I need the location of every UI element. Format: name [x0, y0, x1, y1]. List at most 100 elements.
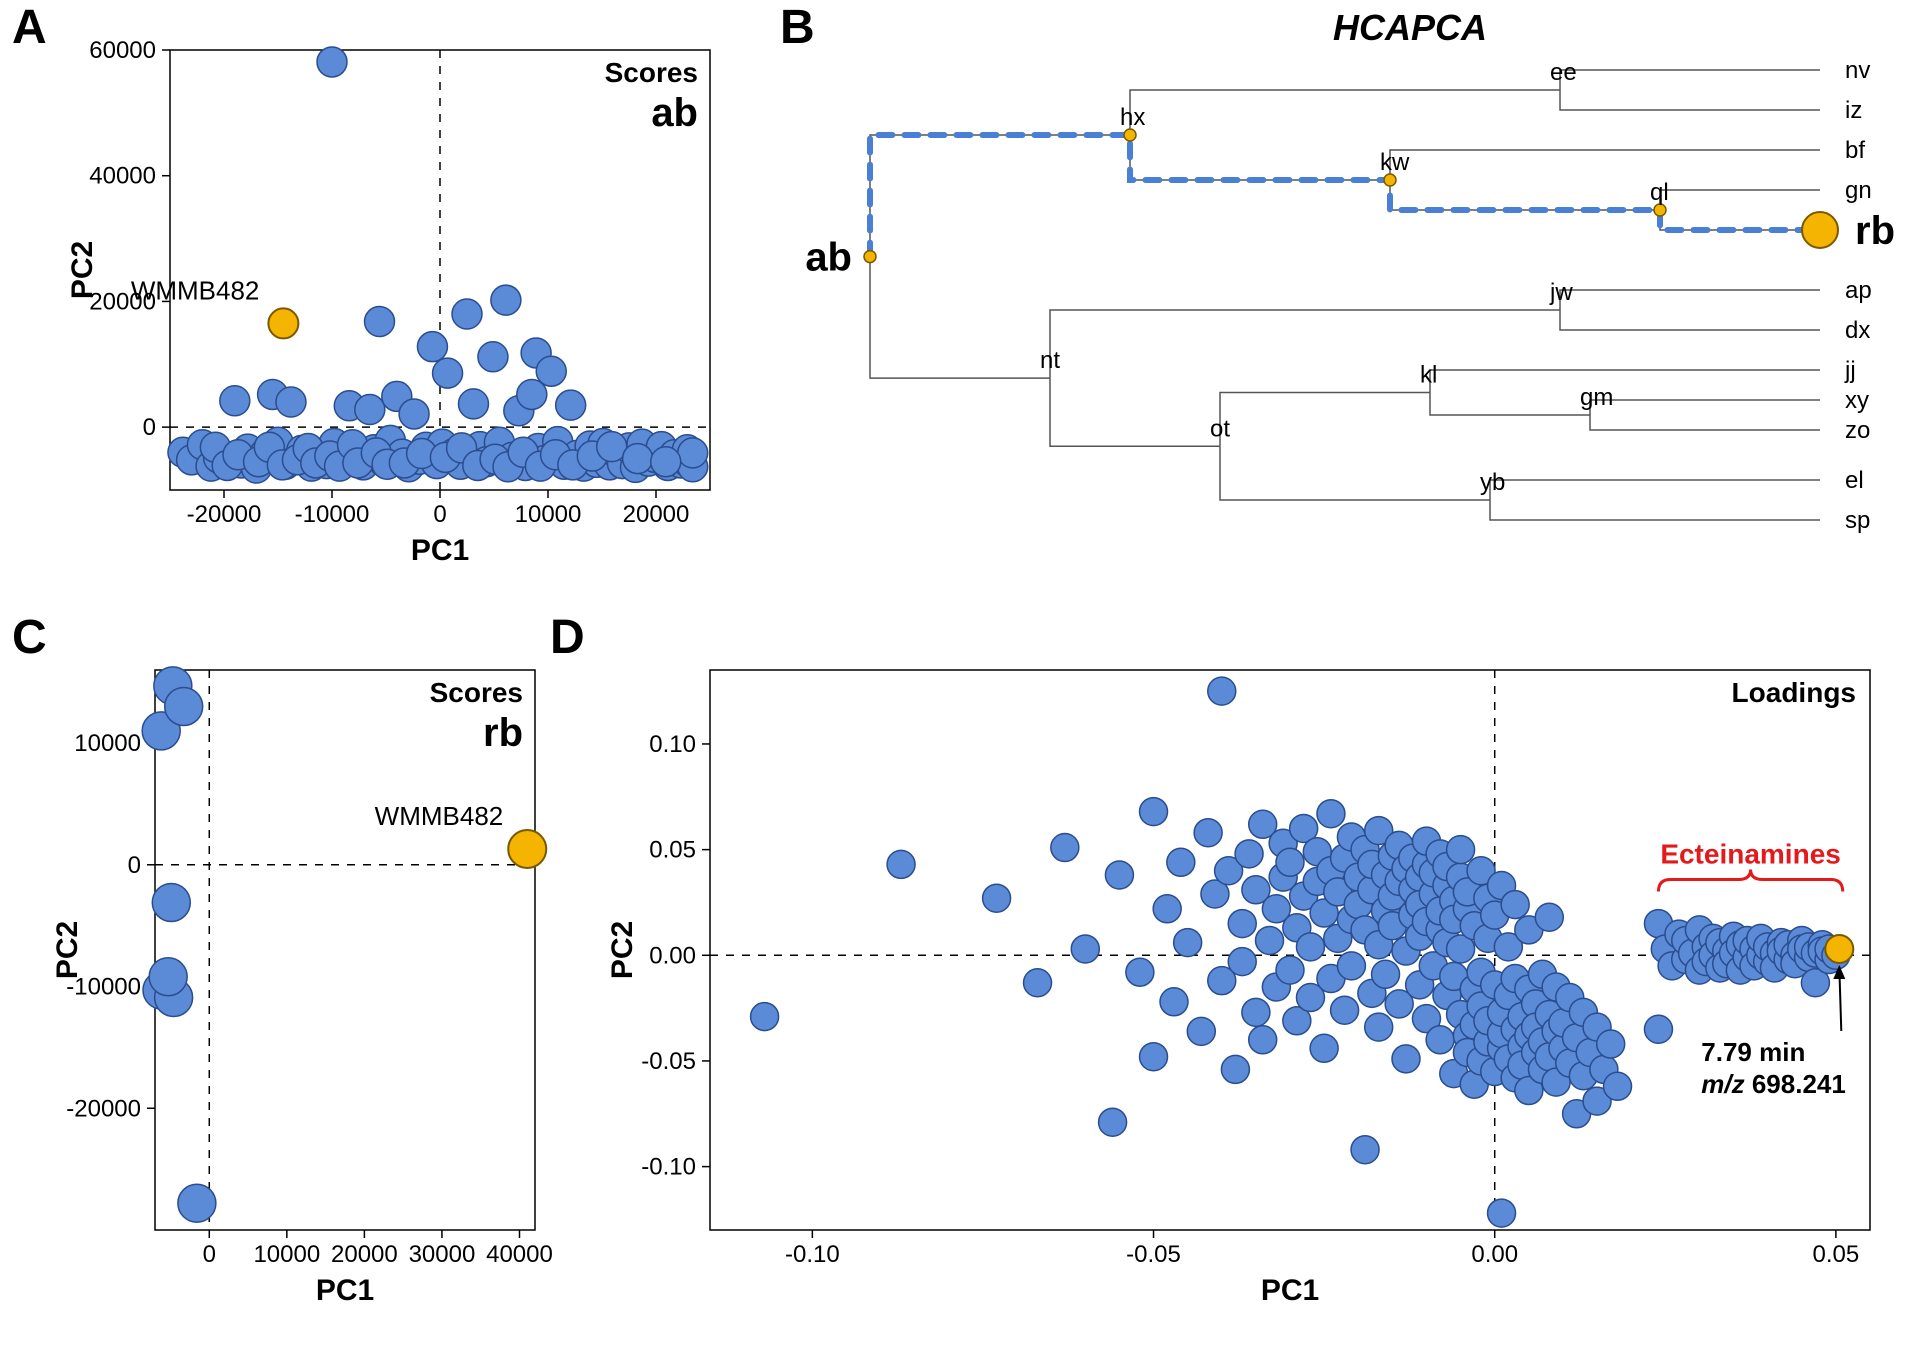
data-point: [1644, 1015, 1672, 1043]
data-point: [1051, 834, 1079, 862]
data-point: [1535, 903, 1563, 931]
svg-text:0.00: 0.00: [1471, 1241, 1518, 1268]
data-point: [1099, 1108, 1127, 1136]
svg-text:60000: 60000: [89, 37, 156, 64]
tree-node: [864, 251, 876, 263]
data-point: [1488, 1199, 1516, 1227]
internal-label: yb: [1480, 469, 1505, 496]
internal-label: hx: [1120, 104, 1145, 131]
highlight-point: [1825, 935, 1853, 963]
svg-text:-20000: -20000: [187, 501, 262, 528]
svg-text:40000: 40000: [89, 163, 156, 190]
data-point: [1126, 958, 1154, 986]
data-point: [1105, 861, 1133, 889]
highlight-label: WMMB482: [375, 801, 504, 831]
data-point: [1140, 1043, 1168, 1071]
leaf-label: rb: [1855, 209, 1895, 253]
svg-text:0: 0: [203, 1241, 216, 1268]
data-point: [1597, 1030, 1625, 1058]
panel-a-svg: -20000-10000010000200000200004000060000P…: [40, 20, 740, 590]
tree-title: HCAPCA: [1333, 7, 1487, 48]
leaf-label: gn: [1845, 177, 1872, 204]
panel-c-svg: 010000200003000040000-20000-10000010000P…: [20, 640, 560, 1340]
data-point: [152, 884, 190, 922]
svg-text:Loadings: Loadings: [1732, 677, 1856, 708]
svg-text:0.05: 0.05: [1813, 1241, 1860, 1268]
svg-text:PC2: PC2: [606, 921, 639, 979]
highlight-path: [870, 135, 1820, 257]
internal-label: ee: [1550, 59, 1577, 86]
svg-text:10000: 10000: [515, 501, 582, 528]
data-point: [165, 688, 203, 726]
data-point: [1153, 895, 1181, 923]
ecteinamines-label: Ecteinamines: [1660, 839, 1841, 870]
data-point: [452, 299, 482, 329]
annot-line1: 7.79 min: [1701, 1037, 1805, 1067]
svg-text:-0.05: -0.05: [641, 1048, 696, 1075]
data-point: [678, 438, 708, 468]
tree-node-rb: [1802, 212, 1838, 248]
leaf-label: sp: [1845, 507, 1870, 534]
data-point: [1372, 960, 1400, 988]
svg-text:rb: rb: [483, 711, 523, 755]
data-point: [1317, 800, 1345, 828]
internal-label: nt: [1040, 347, 1060, 374]
data-point: [1337, 952, 1365, 980]
svg-text:-0.05: -0.05: [1126, 1241, 1181, 1268]
internal-label: ql: [1650, 179, 1669, 206]
data-point: [1276, 956, 1304, 984]
data-point: [1160, 988, 1188, 1016]
figure-root: A B C D -20000-1000001000020000020000400…: [0, 0, 1920, 1357]
data-point: [1208, 677, 1236, 705]
svg-text:10000: 10000: [253, 1241, 320, 1268]
svg-text:-20000: -20000: [66, 1095, 141, 1122]
data-point: [1140, 798, 1168, 826]
svg-text:0.05: 0.05: [649, 837, 696, 864]
svg-text:PC2: PC2: [51, 921, 84, 979]
leaf-label: jj: [1844, 357, 1856, 384]
panel-b-svg: HCAPCAnvizbfgnrbapdxjjxyzoelspeehxkwqlnt…: [790, 0, 1900, 590]
data-point: [887, 850, 915, 878]
data-point: [1194, 819, 1222, 847]
highlight-point: [508, 830, 546, 868]
leaf-label: iz: [1845, 97, 1862, 124]
internal-label: kl: [1420, 362, 1437, 389]
data-point: [276, 387, 306, 417]
svg-text:-10000: -10000: [295, 501, 370, 528]
data-point: [1071, 935, 1099, 963]
leaf-label: el: [1845, 467, 1864, 494]
svg-text:-0.10: -0.10: [785, 1241, 840, 1268]
svg-text:40000: 40000: [486, 1241, 553, 1268]
leaf-label: nv: [1845, 57, 1870, 84]
ecteinamines-bracket: [1658, 870, 1842, 892]
data-point: [458, 389, 488, 419]
data-point: [1310, 1034, 1338, 1062]
data-point: [220, 386, 250, 416]
leaf-label: zo: [1845, 417, 1870, 444]
internal-label: ot: [1210, 415, 1230, 442]
data-point: [751, 1003, 779, 1031]
leaf-label: bf: [1845, 137, 1865, 164]
svg-text:PC1: PC1: [316, 1274, 374, 1307]
data-point: [1256, 926, 1284, 954]
data-point: [1228, 910, 1256, 938]
data-point: [1296, 933, 1324, 961]
svg-text:10000: 10000: [74, 730, 141, 757]
data-point: [536, 356, 566, 386]
data-point: [1228, 948, 1256, 976]
data-point: [1174, 929, 1202, 957]
data-point: [417, 332, 447, 362]
data-point: [1276, 848, 1304, 876]
svg-text:Scores: Scores: [605, 57, 698, 88]
data-point: [1221, 1055, 1249, 1083]
svg-text:ab: ab: [651, 91, 698, 135]
svg-text:0: 0: [128, 852, 141, 879]
data-point: [1501, 891, 1529, 919]
internal-label: jw: [1549, 279, 1573, 306]
data-point: [1392, 1045, 1420, 1073]
data-point: [556, 390, 586, 420]
highlight-point: [268, 308, 298, 338]
data-point: [478, 342, 508, 372]
data-point: [355, 395, 385, 425]
data-point: [1426, 1026, 1454, 1054]
